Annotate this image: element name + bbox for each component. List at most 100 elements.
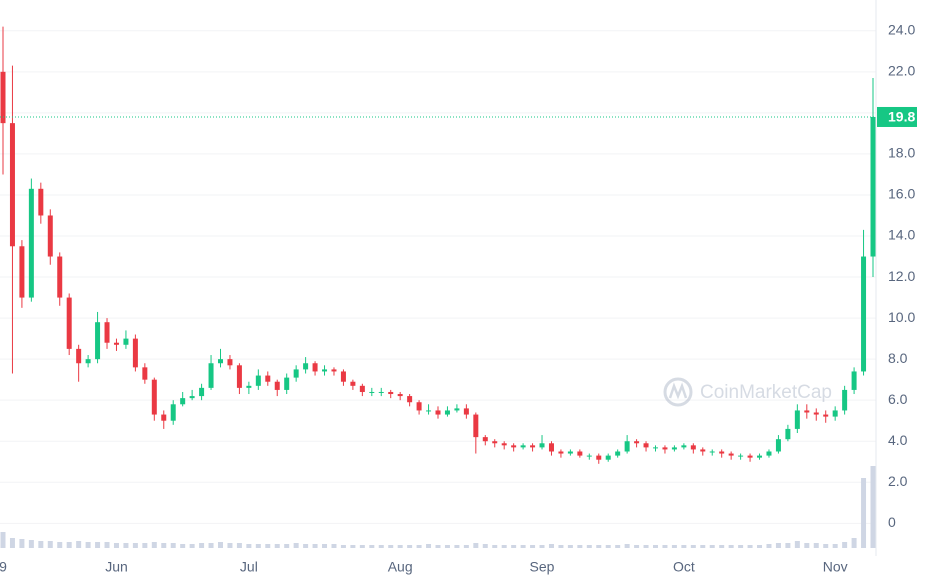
volume-bar bbox=[738, 545, 744, 548]
volume-bar bbox=[76, 541, 82, 548]
candle-body bbox=[322, 369, 328, 372]
volume-bar bbox=[643, 545, 649, 548]
volume-bar bbox=[322, 544, 328, 548]
candle-body bbox=[132, 338, 138, 368]
x-tick-label: 9 bbox=[0, 559, 7, 575]
volume-bar bbox=[728, 545, 734, 548]
volume-bar bbox=[634, 545, 640, 548]
candle-body bbox=[577, 451, 583, 456]
candle-body bbox=[681, 445, 687, 448]
volume-bar bbox=[416, 545, 422, 548]
volume-bar bbox=[284, 544, 290, 548]
candle-body bbox=[95, 322, 101, 360]
y-tick-label: 4.0 bbox=[888, 432, 908, 448]
candle-body bbox=[662, 447, 668, 450]
volume-bar bbox=[492, 545, 498, 548]
volume-bar bbox=[690, 545, 696, 548]
volume-bar bbox=[170, 543, 176, 548]
candle-body bbox=[170, 404, 176, 421]
volume-bar bbox=[662, 545, 668, 548]
volume-bar bbox=[85, 542, 91, 548]
volume-bar bbox=[567, 545, 573, 548]
volume-bar bbox=[95, 542, 101, 548]
volume-bar bbox=[246, 544, 252, 548]
volume-bar bbox=[454, 545, 460, 548]
volume-bar bbox=[227, 543, 233, 548]
volume-bar bbox=[823, 544, 829, 548]
candle-body bbox=[378, 391, 384, 393]
candle-body bbox=[794, 410, 800, 429]
volume-bar bbox=[558, 545, 564, 548]
volume-bar bbox=[577, 545, 583, 548]
volume-bar bbox=[407, 545, 413, 548]
candle-body bbox=[690, 445, 696, 450]
volume-bar bbox=[151, 542, 157, 548]
candle-body bbox=[813, 412, 819, 415]
candle-body bbox=[416, 402, 422, 411]
volume-bar bbox=[19, 539, 25, 548]
candle-body bbox=[47, 215, 53, 257]
price-tag-label: 19.8 bbox=[888, 109, 915, 125]
volume-bar bbox=[218, 542, 223, 548]
candle-body bbox=[473, 414, 479, 438]
volume-bar bbox=[775, 543, 781, 548]
candle-body bbox=[104, 322, 110, 343]
volume-bar bbox=[331, 544, 337, 548]
candle-body bbox=[605, 455, 611, 460]
candle-body bbox=[747, 455, 753, 458]
candle-body bbox=[530, 445, 536, 448]
volume-bar bbox=[624, 544, 630, 548]
candle-body bbox=[823, 414, 829, 417]
y-tick-label: 6.0 bbox=[888, 391, 908, 407]
volume-bar bbox=[378, 545, 384, 548]
volume-bar bbox=[350, 545, 356, 548]
volume-bar bbox=[161, 543, 167, 548]
candle-body bbox=[57, 256, 63, 298]
candle-body bbox=[511, 445, 517, 448]
candle-body bbox=[340, 371, 346, 382]
candle-body bbox=[643, 443, 649, 448]
volume-bar bbox=[359, 545, 365, 548]
candle-body bbox=[426, 410, 432, 412]
candle-body bbox=[199, 387, 205, 397]
candle-body bbox=[0, 71, 6, 124]
volume-bar bbox=[700, 545, 706, 548]
candle-body bbox=[236, 365, 242, 388]
volume-bar bbox=[548, 544, 554, 548]
volume-bar bbox=[785, 543, 791, 548]
candle-body bbox=[558, 451, 564, 454]
volume-bar bbox=[113, 543, 119, 548]
volume-bar bbox=[189, 544, 195, 548]
volume-bar bbox=[596, 545, 602, 548]
volume-bar bbox=[312, 544, 318, 548]
candle-body bbox=[719, 451, 725, 454]
candle-body bbox=[151, 379, 157, 415]
candle-body bbox=[596, 455, 602, 460]
y-tick-label: 2.0 bbox=[888, 473, 908, 489]
candle-body bbox=[312, 363, 318, 372]
volume-bar bbox=[0, 532, 6, 548]
volume-bar bbox=[813, 543, 819, 548]
candle-body bbox=[293, 369, 299, 378]
candle-body bbox=[76, 348, 82, 364]
candle-body bbox=[454, 408, 460, 411]
volume-bar bbox=[293, 543, 299, 548]
volume-bar bbox=[47, 541, 53, 548]
volume-bar bbox=[681, 545, 687, 548]
volume-bar bbox=[473, 543, 479, 548]
volume-bar bbox=[747, 545, 753, 548]
candle-body bbox=[757, 455, 763, 458]
candle-body bbox=[227, 359, 233, 366]
candle-body bbox=[19, 246, 25, 298]
candle-body bbox=[851, 371, 857, 390]
volume-bar bbox=[66, 542, 72, 548]
candle-body bbox=[274, 381, 280, 390]
price-tag bbox=[877, 106, 917, 127]
volume-bar bbox=[653, 545, 658, 548]
candle-body bbox=[255, 375, 261, 386]
volume-bar bbox=[463, 545, 469, 548]
candle-body bbox=[520, 445, 526, 448]
volume-bar bbox=[274, 544, 280, 548]
volume-bar bbox=[671, 545, 677, 548]
volume-bar bbox=[615, 545, 621, 548]
